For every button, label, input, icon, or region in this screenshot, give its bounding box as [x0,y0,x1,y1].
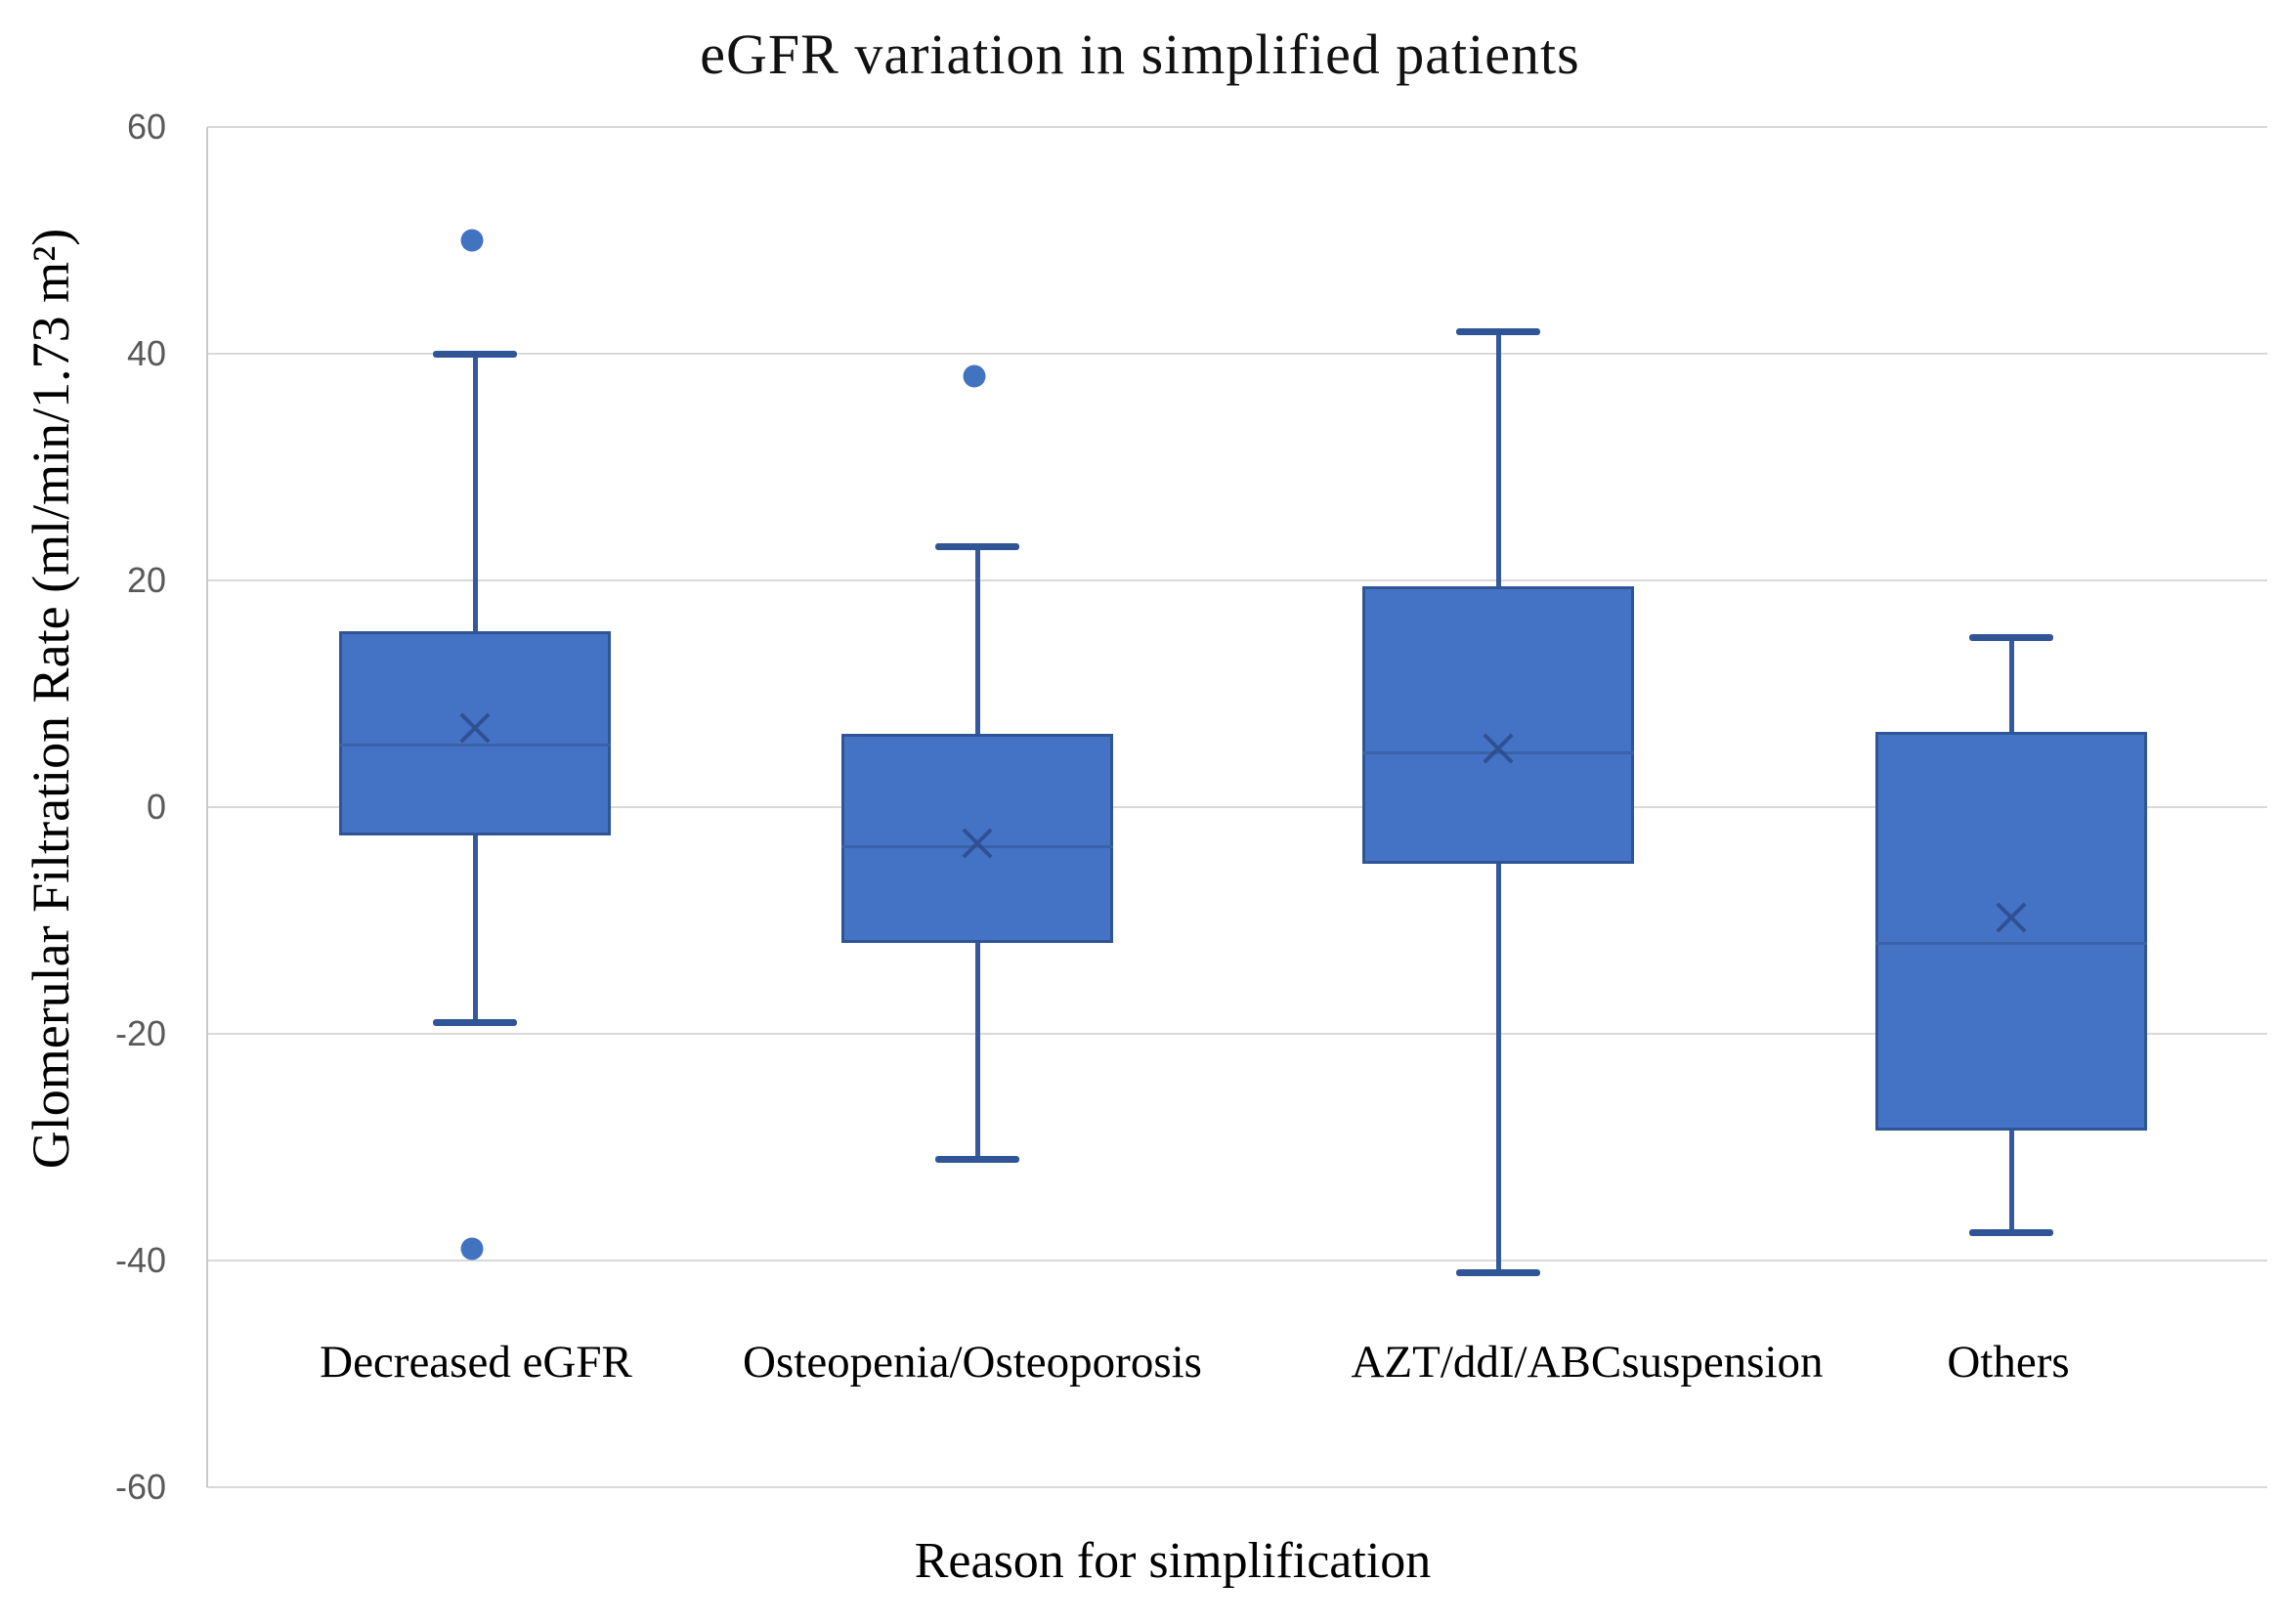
median-line [339,743,611,747]
category-label: AZT/ddI/ABCsuspension [1351,1337,1824,1388]
whisker-stem-upper [974,546,980,734]
whisker-cap-lower [1456,1268,1540,1276]
category-label: Osteopenia/Osteoporosis [743,1337,1202,1388]
median-line [1875,941,2147,945]
outlier-dot [460,1237,484,1261]
whisker-stem-lower [1495,864,1501,1272]
chart-title: eGFR variation in simplified patients [700,22,1580,86]
box [841,733,1113,944]
whisker-stem-lower [472,835,478,1023]
gridline [207,1033,2267,1035]
whisker-stem-lower [2008,1130,2014,1232]
box [1875,732,2147,1131]
y-tick-label: -20 [114,1013,166,1053]
y-tick-label: 0 [146,787,166,827]
gridline [207,1486,2267,1488]
y-axis-line [206,127,208,1487]
whisker-stem-upper [2008,637,2014,733]
x-axis-title: Reason for simplification [914,1533,1432,1589]
outlier-dot [460,229,484,252]
mean-marker [1992,898,2031,937]
whisker-cap-upper [1456,327,1540,335]
gridline [207,126,2267,128]
whisker-stem-upper [1495,330,1501,586]
y-tick-label: -40 [114,1240,166,1280]
whisker-stem-lower [974,943,980,1159]
mean-marker [1479,729,1518,768]
gridline [207,353,2267,355]
gridline [207,579,2267,581]
y-tick-label: -60 [114,1467,166,1507]
median-line [1362,750,1634,754]
gridline [207,806,2267,808]
mean-marker [958,824,997,863]
whisker-cap-upper [433,351,517,358]
whisker-cap-upper [1969,634,2053,641]
box [1362,585,1634,864]
category-label: Others [1947,1337,2070,1388]
mean-marker [455,708,495,748]
category-label: Decreased eGFR [320,1337,632,1388]
whisker-stem-upper [472,354,478,632]
y-tick-label: 40 [126,333,166,373]
outlier-dot [963,364,986,388]
whisker-cap-lower [433,1019,517,1027]
whisker-cap-lower [1969,1229,2053,1236]
gridline [207,1260,2267,1261]
y-tick-label: 60 [126,107,166,147]
box [339,631,611,835]
y-tick-label: 20 [126,560,166,600]
whisker-cap-upper [935,543,1019,551]
whisker-cap-lower [935,1155,1019,1163]
